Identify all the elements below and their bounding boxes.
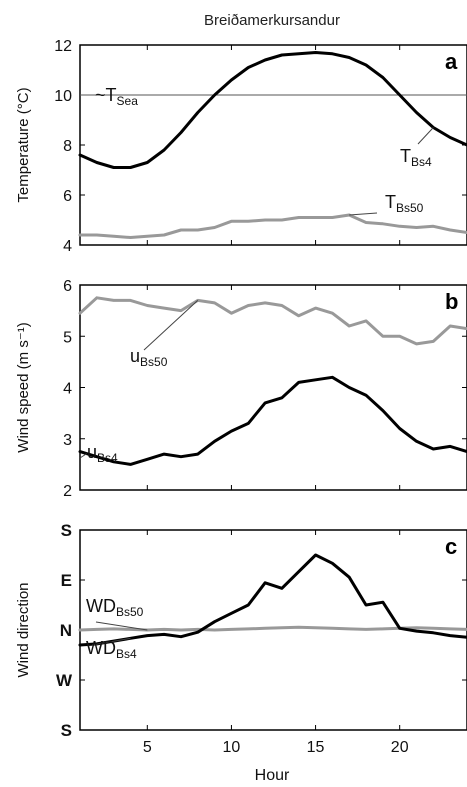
series-label-uBs4: uBs4 <box>87 442 118 465</box>
series-label-TBs4: TBs4 <box>400 146 432 169</box>
panels: 4 6 8 10 12 Temperature (°C) a ~TSea TBs4 TBs50 2 3… <box>15 38 467 756</box>
x-tick-label: 5 <box>143 739 152 756</box>
series-label-leader <box>349 212 378 216</box>
y-tick-label: 6 <box>63 278 72 295</box>
panel-c: S W N E S 5 10 15 20 Wind direction c WDBs50 WDBs4 <box>15 521 467 756</box>
y-axis-label: Wind speed (m s⁻¹) <box>15 322 32 452</box>
figure-title: Breiðamerkursandur <box>204 12 340 29</box>
x-tick-label: 10 <box>223 739 241 756</box>
series-line-TBs50 <box>78 213 467 239</box>
y-tick-label: N <box>60 621 72 640</box>
series-line-uBs4 <box>78 375 467 466</box>
y-tick-label: 10 <box>54 88 72 105</box>
x-tick-label: 15 <box>307 739 325 756</box>
series-label-TBs50: TBs50 <box>385 192 424 215</box>
y-tick-label: 5 <box>63 329 72 346</box>
series-line-WDBs4 <box>78 553 467 647</box>
series-label-WDBs50: WDBs50 <box>86 596 144 619</box>
reference-line-label: ~TSea <box>95 85 138 108</box>
y-tick-label: S <box>61 721 72 740</box>
y-tick-label: 12 <box>54 38 72 55</box>
y-tick-label: 4 <box>63 381 72 398</box>
series-label-leader <box>79 453 88 459</box>
y-tick-label: E <box>61 571 72 590</box>
panel-label: b <box>445 289 458 314</box>
x-tick-label: 20 <box>391 739 409 756</box>
series-label-leader <box>91 637 131 646</box>
series-label-leader <box>95 621 148 631</box>
y-tick-label: W <box>56 671 73 690</box>
panel-label: a <box>445 49 458 74</box>
y-axis-label: Wind direction <box>15 582 32 677</box>
series-label-leader <box>417 127 434 145</box>
series-label-leader <box>143 300 199 351</box>
y-tick-label: 3 <box>63 432 72 449</box>
series-line-uBs50 <box>78 296 467 346</box>
series-line-TBs4 <box>78 51 467 169</box>
y-tick-label: 2 <box>63 483 72 500</box>
panel-label: c <box>445 534 457 559</box>
panel-a-frame <box>79 44 467 246</box>
y-tick-label: 8 <box>63 138 72 155</box>
y-tick-label: 6 <box>63 188 72 205</box>
x-axis-label: Hour <box>255 767 290 784</box>
y-tick-label: S <box>61 521 72 540</box>
panel-b: 2 3 4 5 6 Wind speed (m s⁻¹) b uBs50 uBs4 <box>15 278 467 500</box>
panel-a: 4 6 8 10 12 Temperature (°C) a ~TSea TBs4 TBs50 <box>15 38 467 255</box>
series-label-uBs50: uBs50 <box>130 346 168 369</box>
panel-b-frame <box>79 284 467 491</box>
y-tick-label: 4 <box>63 238 72 255</box>
series-label-WDBs4: WDBs4 <box>86 638 137 661</box>
y-axis-label: Temperature (°C) <box>15 87 32 202</box>
